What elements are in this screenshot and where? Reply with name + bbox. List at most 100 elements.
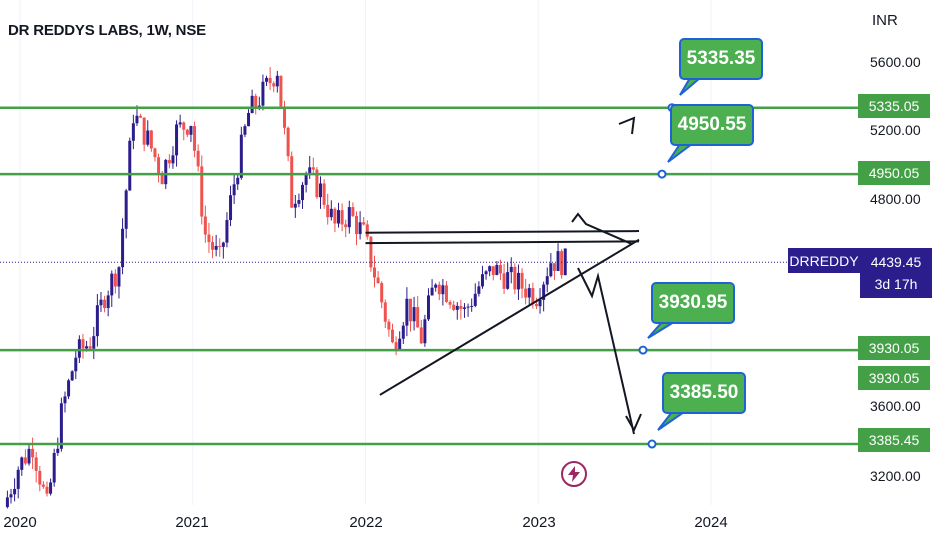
candle-body-31 — [117, 267, 121, 287]
candle-body-63 — [232, 184, 236, 196]
candle-body-144 — [524, 288, 528, 298]
triangle-upper-line — [365, 230, 640, 234]
candle-body-103 — [376, 277, 380, 284]
candle-body-83 — [304, 174, 308, 185]
candle-body-107 — [390, 329, 394, 343]
breakdown-arrowhead-down — [625, 413, 642, 433]
candle-body-49 — [182, 122, 186, 130]
lightning-bolt-icon[interactable] — [561, 461, 587, 487]
candle-body-92 — [337, 210, 341, 224]
candle-body-90 — [329, 208, 333, 218]
ticker-symbol-tag[interactable]: DRREDDY — [788, 248, 860, 273]
callout-5335[interactable]: 5335.35 — [679, 38, 763, 80]
candle-body-142 — [516, 272, 520, 290]
candle-body-154 — [560, 251, 564, 276]
level-tag-3930-extra: 3930.05 — [858, 366, 930, 390]
x-tick-2024: 2024 — [694, 514, 728, 531]
candle-body-75 — [275, 75, 279, 87]
candle-body-145 — [527, 288, 531, 298]
candle-body-69 — [254, 95, 258, 107]
last-price: 4439.45 — [870, 254, 922, 270]
level-tag-5335: 5335.05 — [858, 94, 930, 118]
triangle-upper-line-2 — [365, 240, 640, 245]
candle-body-128 — [466, 306, 470, 308]
candle-body-122 — [444, 285, 448, 302]
candle-body-28 — [106, 295, 110, 309]
candle-body-42 — [157, 157, 161, 173]
candle-body-30 — [113, 273, 117, 287]
candle-body-98 — [358, 222, 362, 235]
callout-3930[interactable]: 3930.95 — [651, 282, 735, 324]
candle-body-18 — [70, 371, 74, 381]
candle-body-65 — [239, 134, 243, 178]
candle-body-54 — [200, 166, 204, 217]
candle-body-133 — [484, 271, 488, 275]
candle-body-88 — [322, 183, 326, 205]
candle-body-102 — [372, 267, 376, 278]
candle-body-45 — [167, 159, 171, 164]
candle-body-33 — [124, 190, 128, 229]
candle-body-56 — [207, 234, 211, 243]
callout-3385[interactable]: 3385.50 — [662, 372, 746, 414]
candle-body-125 — [455, 305, 459, 310]
candle-body-19 — [74, 357, 78, 372]
y-tick-5200: 5200.00 — [870, 122, 921, 138]
candle-body-86 — [315, 169, 319, 198]
candle-body-72 — [265, 77, 269, 82]
candle-body-24 — [92, 336, 96, 349]
candle-body-136 — [495, 264, 499, 275]
candle-body-114 — [416, 307, 420, 328]
x-tick-2023: 2023 — [522, 514, 556, 531]
candle-body-89 — [326, 204, 330, 218]
candle-body-66 — [243, 126, 247, 135]
candle-body-9 — [38, 470, 42, 485]
candle-body-22 — [85, 346, 89, 349]
candle-body-112 — [408, 298, 412, 322]
candle-body-50 — [185, 129, 189, 135]
candle-body-14 — [56, 448, 60, 453]
candle-body-123 — [448, 301, 452, 305]
candle-body-134 — [488, 266, 492, 272]
candle-body-68 — [250, 95, 254, 113]
candle-body-67 — [247, 112, 251, 127]
candle-body-3 — [16, 469, 20, 489]
candle-body-76 — [279, 75, 283, 107]
breakout-arrowhead-up — [618, 116, 636, 135]
candle-body-71 — [261, 81, 265, 106]
candle-body-61 — [225, 220, 229, 243]
candle-body-130 — [473, 293, 477, 306]
y-tick-5600: 5600.00 — [870, 54, 921, 70]
candle-body-32 — [121, 228, 125, 268]
candle-body-25 — [95, 305, 99, 337]
candle-body-11 — [45, 486, 49, 494]
candle-body-51 — [189, 126, 193, 135]
candle-body-87 — [319, 183, 323, 198]
y-tick-4800: 4800.00 — [870, 191, 921, 207]
candle-body-132 — [480, 274, 484, 287]
candle-body-139 — [506, 272, 510, 289]
candle-body-6 — [27, 448, 31, 464]
candle-body-119 — [434, 284, 438, 288]
y-tick-3600: 3600.00 — [870, 398, 921, 414]
last-price-tag: 4439.45 3d 17h — [860, 248, 932, 298]
candle-body-21 — [81, 339, 85, 349]
candle-body-78 — [286, 127, 290, 157]
candle-body-148 — [538, 299, 542, 307]
y-tick-3200: 3200.00 — [870, 468, 921, 484]
candle-body-44 — [164, 159, 168, 185]
callout-tail-0 — [679, 77, 701, 96]
candle-body-46 — [171, 155, 175, 164]
candle-body-59 — [218, 245, 222, 247]
callout-4950[interactable]: 4950.55 — [670, 104, 754, 146]
candle-body-121 — [441, 285, 445, 295]
grid-lines — [19, 0, 712, 505]
candle-body-73 — [268, 77, 272, 84]
candle-body-129 — [470, 305, 474, 307]
candle-body-140 — [509, 266, 513, 273]
candle-body-91 — [333, 208, 337, 224]
candle-body-2 — [13, 488, 17, 495]
candle-body-37 — [139, 115, 143, 118]
candle-body-40 — [149, 130, 153, 149]
candle-body-85 — [311, 167, 315, 170]
